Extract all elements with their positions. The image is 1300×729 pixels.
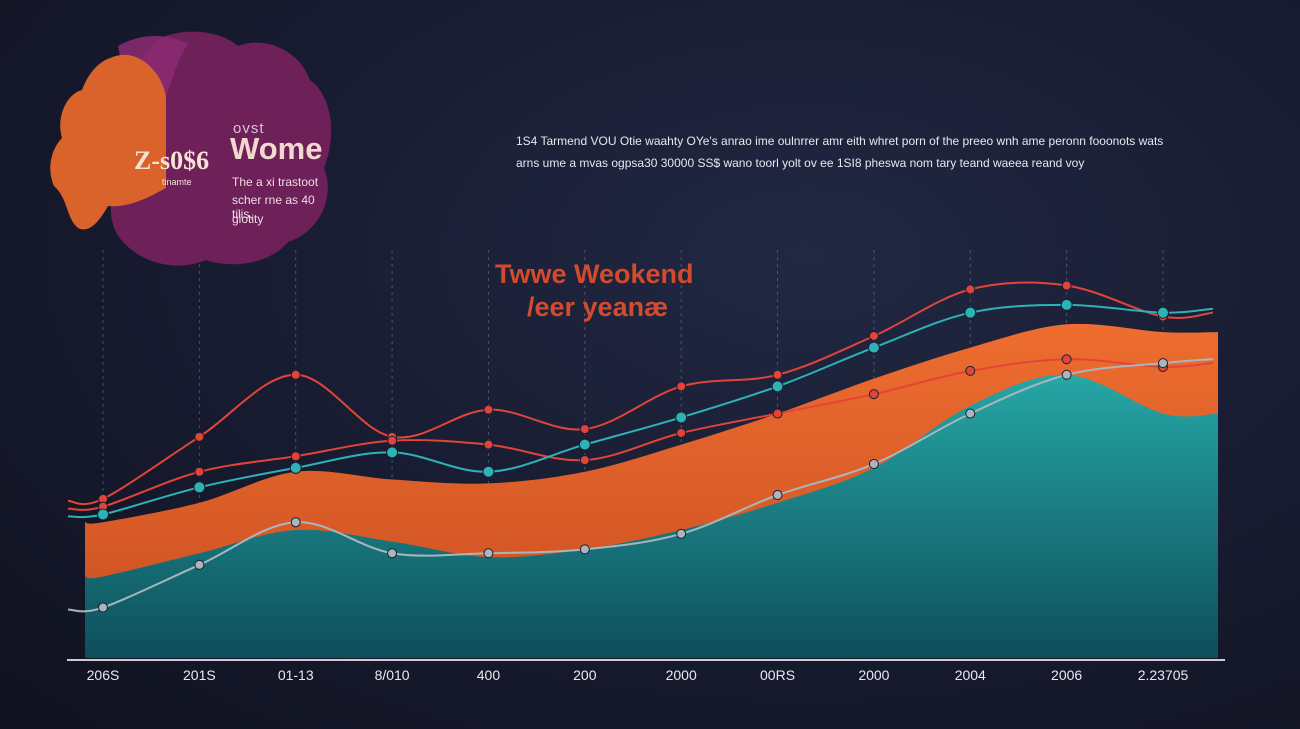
data-point (387, 548, 398, 559)
data-points (97, 280, 1169, 613)
data-point (483, 404, 494, 415)
area-series-2 (85, 374, 1218, 658)
x-tick-label: 2000 (666, 667, 697, 683)
data-point (97, 508, 109, 521)
data-point (676, 427, 687, 438)
data-point (98, 602, 108, 613)
data-point (772, 369, 783, 380)
data-point (1158, 358, 1168, 369)
data-point (772, 490, 783, 501)
data-point (676, 528, 687, 539)
data-point (483, 548, 494, 559)
data-point (579, 424, 590, 435)
data-point (1157, 306, 1169, 319)
data-point (578, 438, 591, 451)
data-point (675, 411, 688, 424)
data-point (1061, 280, 1072, 291)
x-tick-label: 01-13 (278, 667, 314, 683)
data-point (289, 461, 302, 474)
data-point (290, 451, 301, 462)
x-tick-label: 2000 (858, 667, 889, 683)
badge-title: Wome (230, 131, 323, 166)
x-tick-label: 2004 (955, 667, 986, 683)
data-point (676, 381, 687, 392)
x-tick-label: 206S (87, 667, 120, 683)
line-series-1 (67, 281, 1214, 506)
data-point (868, 389, 879, 400)
line-series-3 (67, 303, 1214, 519)
data-point (1061, 369, 1072, 380)
topic-badge: ovst Wome Z-s0$6 tinamte The a xi trasto… (48, 28, 338, 273)
data-point (868, 330, 879, 341)
badge-text-line: The a xi trastoot (232, 175, 319, 189)
description-line: arns ume a mvas ogpsa30 30000 SS$ wano t… (516, 156, 1085, 170)
data-point (965, 408, 976, 419)
badge-blob-shape (50, 31, 332, 266)
data-point (867, 341, 880, 354)
line-series-2 (67, 358, 1214, 511)
data-point (868, 459, 879, 469)
badge-blob-orange (50, 54, 167, 230)
data-point (1060, 298, 1073, 311)
chart-title: Twwe Weokend (495, 259, 694, 289)
badge-stat: Z-s0$6 (134, 146, 210, 175)
x-tick-label: 201S (183, 667, 216, 683)
data-point (965, 365, 976, 376)
badge-text-line: scher rne as 40 tilis, (232, 193, 315, 221)
data-point (387, 435, 398, 446)
x-tick-label: 2006 (1051, 667, 1082, 683)
data-point (194, 466, 205, 477)
badge-stat-note: tinamte (162, 177, 192, 187)
badge-text-line: giotity (232, 212, 264, 226)
data-point (482, 465, 495, 478)
x-axis-ticks: 206S 201S 01-13 8/010 400 200 2000 00RS 2000 2004… (87, 667, 1189, 683)
data-point (1061, 354, 1072, 365)
area-series (85, 323, 1218, 658)
data-point (290, 517, 301, 528)
line-series (67, 281, 1214, 613)
description-line: 1S4 Tarmend VOU Otie waahty OYe's anrao … (516, 134, 1164, 148)
data-point (290, 369, 301, 380)
data-point (194, 559, 205, 570)
data-point (194, 431, 205, 442)
chart-subtitle: /eer yeanæ (527, 292, 669, 322)
data-point (964, 306, 977, 319)
line-series-4 (67, 358, 1214, 613)
data-point (386, 446, 399, 459)
x-tick-label: 2.23705 (1138, 667, 1189, 683)
data-point (965, 284, 976, 295)
data-point (771, 380, 784, 393)
x-tick-label: 400 (477, 667, 501, 683)
data-point (579, 544, 590, 555)
data-point (772, 408, 783, 419)
x-tick-label: 8/010 (375, 667, 410, 683)
x-tick-label: 00RS (760, 667, 795, 683)
badge-eyebrow: ovst (233, 120, 265, 137)
data-point (579, 455, 590, 466)
x-tick-label: 200 (573, 667, 597, 683)
data-point (193, 481, 206, 494)
data-point (483, 439, 494, 450)
